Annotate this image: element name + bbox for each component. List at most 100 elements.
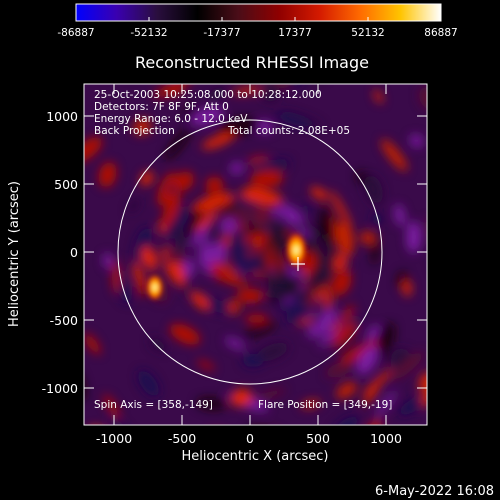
- heatmap-lobe: [356, 345, 379, 375]
- heatmap-lobe: [169, 323, 201, 345]
- y-axis-ticks: [84, 115, 427, 389]
- heatmap-lobe: [307, 308, 338, 338]
- heatmap-lobe: [418, 372, 427, 391]
- heatmap-lobe: [359, 231, 377, 245]
- heatmap-lobe: [331, 322, 357, 348]
- heatmap-lobe: [340, 340, 379, 363]
- spin-axis-label: Spin Axis = [358,-149]: [94, 399, 213, 411]
- heatmap-lobe: [435, 258, 456, 287]
- heatmap-lobe: [241, 353, 264, 368]
- x-tick-label: 500: [306, 431, 330, 446]
- flare-position-marker: [291, 257, 305, 271]
- detectors-label: Detectors: 7F 8F 9F, Att 0: [94, 101, 229, 113]
- heatmap-lobe: [173, 171, 194, 191]
- heatmap-lobe: [162, 190, 181, 228]
- plot-frame: [83, 83, 428, 426]
- heatmap-lobe: [137, 370, 160, 397]
- colorbar-tick-label: -86887: [57, 27, 94, 39]
- heatmap-lobe: [332, 255, 346, 271]
- heatmap-lobe: [232, 86, 263, 95]
- heatmap-lobe: [227, 229, 245, 258]
- heatmap-lobe: [312, 295, 328, 328]
- heatmap-lobe: [331, 321, 341, 333]
- heatmap-lobe: [331, 269, 352, 296]
- y-tick-labels: 1000 500 0 -500 -1000: [42, 109, 78, 396]
- x-axis-ticks: [113, 84, 387, 425]
- heatmap-lobe: [259, 428, 281, 446]
- heatmap-lobe: [249, 159, 292, 168]
- heatmap-lobe: [112, 259, 120, 294]
- flare-position-label: Flare Position = [349,-19]: [258, 399, 392, 411]
- solar-limb-circle: [117, 119, 383, 385]
- heatmap-lobe: [96, 60, 115, 79]
- heatmap-lobes: [22, 60, 500, 446]
- heatmap-lobe: [60, 268, 81, 291]
- colorbar-tick-label: 52132: [351, 27, 384, 39]
- y-axis-title: Heliocentric Y (arcsec): [7, 181, 22, 327]
- total-counts-label: Total counts: 2.08E+05: [227, 125, 350, 137]
- heatmap-lobe: [153, 84, 192, 98]
- x-tick-label: -1000: [96, 431, 132, 446]
- fringe-ring: [261, 223, 335, 297]
- y-tick-label: -500: [50, 313, 78, 328]
- heatmap-lobe: [133, 262, 144, 286]
- heatmap-lobe: [108, 415, 134, 425]
- heatmap-lobe: [409, 134, 424, 148]
- colorbar-tick-label: -52132: [130, 27, 167, 39]
- heatmap-lobe: [210, 261, 225, 281]
- heatmap-lobe: [336, 221, 354, 257]
- heatmap-lobe: [164, 128, 192, 160]
- heatmap-lobe: [432, 339, 453, 372]
- heatmap-lobe: [22, 211, 29, 254]
- heatmap-lobe: [84, 137, 103, 163]
- footer-timestamp: 6-May-2022 16:08: [375, 484, 494, 499]
- heatmap-lobe: [37, 147, 52, 163]
- heatmap-lobe: [362, 369, 392, 397]
- heatmap-lobe: [205, 176, 224, 195]
- heatmap-lobe: [250, 170, 284, 188]
- heatmap-lobe: [418, 86, 427, 110]
- heatmap-lobe: [197, 359, 215, 371]
- heatmap-lobe: [371, 212, 383, 226]
- heatmap-lobe: [449, 203, 468, 220]
- heatmap-lobe: [195, 208, 217, 232]
- heatmap-lobe: [446, 270, 465, 295]
- heatmap-lobe: [392, 351, 425, 381]
- heatmap-lobe: [434, 188, 457, 230]
- heatmap-lobe: [205, 217, 218, 245]
- colorbar-tick-label: 17377: [278, 27, 311, 39]
- heatmap-lobe: [325, 361, 353, 378]
- heatmap-lobe: [84, 333, 101, 355]
- heatmap-lobe: [183, 258, 195, 278]
- heatmap-lobe: [216, 207, 256, 222]
- heatmap-lobe: [157, 172, 177, 207]
- heatmap-lobe: [164, 206, 190, 239]
- heatmap-lobe: [406, 221, 422, 253]
- heatmap-lobe: [230, 162, 244, 175]
- heatmap-lobe: [273, 112, 313, 127]
- heatmap-lobe: [164, 250, 179, 265]
- heatmap-lobe: [191, 291, 210, 311]
- x-tick-labels: -1000 -500 0 500 1000: [96, 431, 402, 446]
- heatmap-lobe: [231, 198, 266, 207]
- heatmap-lobe: [362, 387, 379, 407]
- bright-source: [145, 273, 164, 302]
- heatmap-lobe: [127, 198, 141, 213]
- energy-range-label: Energy Range: 6.0 - 12.0 keV: [94, 113, 248, 125]
- heatmap-lobe: [103, 394, 120, 419]
- heatmap-lobe: [373, 89, 383, 104]
- heatmap-lobe: [486, 241, 500, 274]
- heatmap-lobe: [431, 248, 447, 275]
- heatmap-lobe: [248, 224, 261, 235]
- heatmap-lobe: [186, 212, 205, 242]
- heatmap-lobe: [220, 218, 237, 234]
- colorbar: -86887 -52132 -17377 17377 52132 86887: [57, 3, 458, 39]
- heatmap-lobe: [149, 337, 167, 352]
- colorbar-ticks: [75, 17, 442, 21]
- heatmap-lobe: [252, 208, 275, 222]
- heatmap-lobe: [67, 256, 76, 294]
- heatmap-lobe: [300, 399, 321, 409]
- heatmap-lobe: [222, 264, 241, 283]
- heatmap-lobe: [282, 204, 311, 239]
